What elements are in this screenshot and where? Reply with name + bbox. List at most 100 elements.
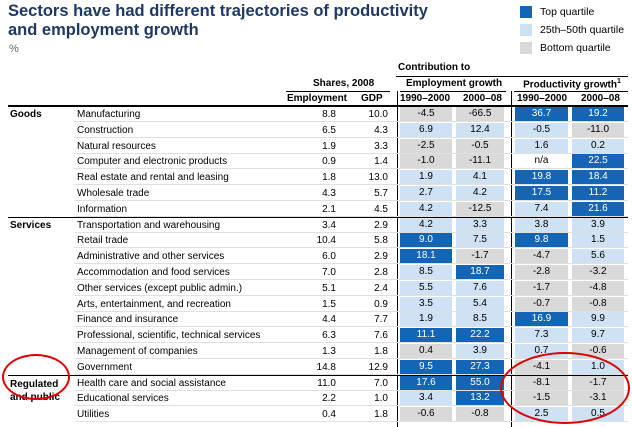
- productivity-growth-cell: 9.9: [572, 312, 624, 327]
- row-divider: [74, 342, 628, 344]
- row-divider: [74, 247, 628, 249]
- employment-growth-cell: 3.4: [400, 391, 452, 406]
- productivity-growth-cell: 9.8: [515, 233, 568, 248]
- employment-growth-cell: 18.7: [456, 265, 504, 279]
- sector-name: Finance and insurance: [77, 314, 179, 326]
- sector-name: Retail trade: [77, 235, 129, 247]
- productivity-growth-cell: -1.7: [515, 280, 568, 295]
- employment-growth-cell: 3.3: [456, 217, 504, 232]
- highlight-regulated-productivity: [500, 352, 630, 424]
- header-shares: Shares, 2008: [313, 78, 375, 89]
- gdp-share: 5.7: [374, 188, 388, 199]
- legend-swatch: [520, 6, 532, 18]
- productivity-growth-cell: 19.2: [572, 107, 624, 121]
- row-divider: [74, 358, 628, 359]
- employment-growth-cell: 7.5: [456, 233, 504, 248]
- header-productivity-growth: Productivity growth1: [516, 78, 628, 90]
- table-row: Natural resources 1.9 3.3 -2.5 -0.5 1.6 0.2: [8, 138, 628, 154]
- employment-growth-cell: 8.5: [400, 265, 452, 279]
- gdp-share: 2.9: [374, 219, 388, 231]
- employment-growth-cell: -2.5: [400, 138, 452, 153]
- productivity-growth-cell: 21.6: [572, 201, 624, 216]
- table-row: Administrative and other services 6.0 2.9 1…: [8, 249, 628, 265]
- gdp-share: 12.9: [368, 361, 388, 373]
- legend-label: Top quartile: [540, 6, 595, 18]
- employment-growth-cell: 8.5: [456, 312, 504, 327]
- group-label: Services: [10, 219, 52, 231]
- employment-share: 4.3: [322, 188, 336, 199]
- productivity-growth-cell: 3.8: [515, 217, 568, 232]
- legend: Top quartile 25th–50th quartile Bottom qua…: [520, 3, 624, 57]
- employment-growth-cell: 12.4: [456, 122, 504, 137]
- employment-growth-cell: -66.5: [456, 107, 504, 121]
- header-employment-growth: Employment growth: [405, 78, 503, 89]
- gdp-share: 7.7: [374, 314, 388, 326]
- row-divider: [74, 294, 628, 296]
- row-divider: [74, 389, 628, 391]
- table-row: Arts, entertainment, and recreation 1.5 0.…: [8, 296, 628, 312]
- sector-name: Real estate and rental and leasing: [77, 172, 229, 184]
- productivity-growth-cell: -4.8: [572, 280, 624, 295]
- employment-growth-cell: 1.9: [400, 312, 452, 327]
- employment-share: 10.4: [316, 235, 336, 247]
- page-title: Sectors have had different trajectories …: [8, 2, 428, 39]
- separator-productivity: [511, 91, 512, 427]
- employment-share: 1.8: [322, 172, 336, 184]
- row-divider: [74, 168, 628, 170]
- employment-growth-cell: 4.2: [456, 186, 504, 200]
- gdp-share: 1.8: [374, 409, 388, 421]
- sector-name: Management of companies: [77, 346, 198, 357]
- gdp-share: 0.9: [374, 298, 388, 310]
- sector-name: Utilities: [77, 409, 110, 421]
- productivity-growth-cell: 5.6: [572, 249, 624, 264]
- employment-growth-cell: -11.1: [456, 154, 504, 169]
- employment-share: 3.4: [322, 219, 336, 231]
- gdp-share: 1.8: [374, 346, 388, 357]
- row-divider: [74, 405, 628, 407]
- productivity-growth-cell: -3.2: [572, 265, 624, 279]
- productivity-growth-cell: 16.9: [515, 312, 568, 327]
- table-row: Other services (except public admin.) 5.1…: [8, 280, 628, 296]
- productivity-growth-cell: -4.7: [515, 249, 568, 264]
- employment-growth-cell: -0.5: [456, 138, 504, 153]
- table-row: Construction 6.5 4.3 6.9 12.4 -0.5 -11.0: [8, 122, 628, 138]
- gdp-share: 1.0: [374, 393, 388, 405]
- row-divider: [74, 373, 628, 375]
- gdp-share: 1.4: [374, 156, 388, 168]
- employment-growth-cell: 2.7: [400, 186, 452, 200]
- employment-share: 2.2: [322, 393, 336, 405]
- header-contribution: Contribution to: [398, 62, 471, 73]
- gdp-share: 2.4: [374, 282, 388, 294]
- gdp-share: 2.9: [374, 251, 388, 263]
- row-divider: [74, 231, 628, 233]
- header-rule-productivity: [514, 91, 628, 92]
- employment-share: 1.5: [322, 298, 336, 310]
- header-period-4: 2000–08: [581, 93, 620, 104]
- sector-name: Wholesale trade: [77, 188, 150, 199]
- employment-growth-cell: 6.9: [400, 122, 452, 137]
- employment-growth-cell: 13.2: [456, 391, 504, 406]
- employment-growth-cell: 9.0: [400, 233, 452, 248]
- header-rule-contribution: [396, 76, 628, 77]
- row-divider: [74, 184, 628, 186]
- table-row: Goods Manufacturing 8.8 10.0 -4.5 -66.5 36.7 19…: [8, 107, 628, 122]
- productivity-growth-cell: 0.2: [572, 138, 624, 153]
- highlight-regulated-label: [2, 354, 70, 400]
- row-divider: [74, 263, 628, 265]
- row-divider: [74, 121, 628, 122]
- employment-share: 4.4: [322, 314, 336, 326]
- row-divider: [74, 421, 628, 423]
- header-rule-shares: [286, 91, 390, 92]
- productivity-growth-cell: 7.4: [515, 201, 568, 216]
- productivity-growth-cell: -0.7: [515, 296, 568, 311]
- productivity-growth-cell: 3.9: [572, 217, 624, 232]
- row-divider: [74, 215, 628, 217]
- header-period-3: 1990–2000: [517, 93, 568, 104]
- table-row: Services Transportation and warehousing 3.…: [8, 216, 628, 233]
- table-row: Accommodation and food services 7.0 2.8 8.5…: [8, 265, 628, 280]
- employment-share: 1.9: [322, 140, 336, 152]
- productivity-growth-cell: 19.8: [515, 170, 568, 185]
- sector-name: Government: [77, 361, 133, 373]
- legend-swatch: [520, 24, 532, 36]
- productivity-growth-cell: 18.4: [572, 170, 624, 185]
